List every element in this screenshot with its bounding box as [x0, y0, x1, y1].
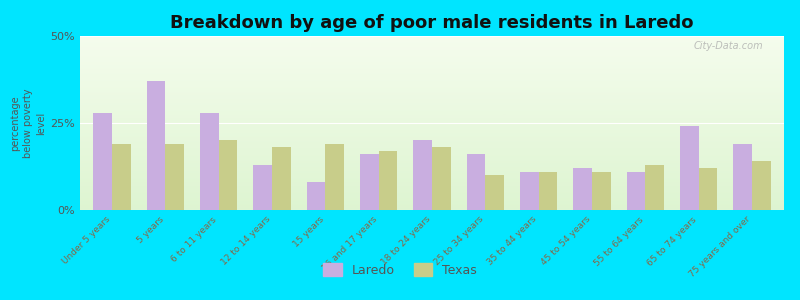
Bar	[326, 144, 344, 210]
Bar	[698, 168, 718, 210]
Bar	[646, 165, 664, 210]
Bar	[734, 144, 752, 210]
Bar	[574, 168, 592, 210]
Bar	[112, 144, 130, 210]
Bar	[680, 127, 698, 210]
Bar	[752, 161, 770, 210]
Bar	[520, 172, 538, 210]
Bar	[306, 182, 326, 210]
Bar	[272, 147, 290, 210]
Bar	[592, 172, 610, 210]
Bar	[466, 154, 486, 210]
Bar	[200, 112, 218, 210]
Title: Breakdown by age of poor male residents in Laredo: Breakdown by age of poor male residents …	[170, 14, 694, 32]
Bar	[378, 151, 398, 210]
Y-axis label: percentage
below poverty
level: percentage below poverty level	[10, 88, 46, 158]
Bar	[254, 165, 272, 210]
Text: City-Data.com: City-Data.com	[694, 41, 763, 51]
Legend: Laredo, Texas: Laredo, Texas	[318, 258, 482, 282]
Bar	[166, 144, 184, 210]
Bar	[146, 81, 166, 210]
Bar	[360, 154, 378, 210]
Bar	[94, 112, 112, 210]
Bar	[538, 172, 558, 210]
Bar	[432, 147, 450, 210]
Bar	[626, 172, 646, 210]
Bar	[218, 140, 238, 210]
Bar	[486, 175, 504, 210]
Bar	[414, 140, 432, 210]
